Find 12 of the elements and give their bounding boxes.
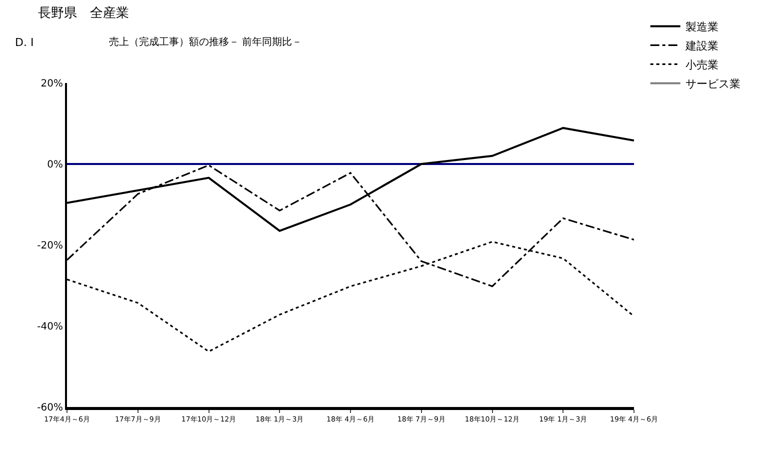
chart-subtitle: 売上（完成工事）額の推移－ 前年同期比－: [109, 36, 302, 48]
legend-label: サービス業: [685, 78, 740, 91]
legend-label: 製造業: [685, 20, 718, 34]
legend-label: 建設業: [684, 40, 718, 53]
y-tick-label: -20%: [37, 240, 63, 252]
legend-label: 小売業: [685, 58, 718, 72]
y-tick-label: -40%: [37, 322, 63, 332]
y-tick-label: 20%: [40, 78, 63, 90]
chart-title: 長野県 全産業: [38, 5, 129, 21]
y-axis-title: D. I: [15, 36, 34, 49]
y-tick-label: -60%: [37, 402, 63, 414]
y-tick-label: 0%: [47, 160, 63, 170]
